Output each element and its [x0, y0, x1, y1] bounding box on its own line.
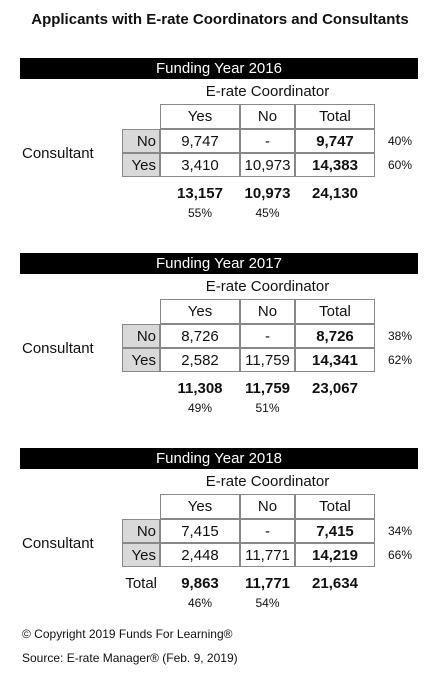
total-cell: 11,771 — [244, 574, 291, 592]
column-header: Yes — [160, 494, 240, 519]
cell: 11,771 — [240, 543, 295, 567]
cell: - — [240, 324, 295, 348]
cell: 8,726 — [295, 324, 375, 348]
total-share: 54% — [255, 596, 280, 610]
row-label: Yes — [122, 153, 160, 177]
row-label: No — [122, 519, 160, 543]
column-header: Total — [295, 494, 375, 519]
column-header: Yes — [160, 299, 240, 324]
share: 66% — [387, 548, 413, 562]
cell: 14,383 — [295, 153, 375, 177]
total-share: 46% — [187, 596, 213, 610]
heading: Funding Year 2017 — [20, 253, 418, 274]
total-share: 51% — [255, 401, 280, 415]
cell: 9,747 — [160, 129, 240, 153]
totals-label: Total — [125, 574, 157, 592]
cell: - — [240, 129, 295, 153]
total-share: 55% — [187, 206, 213, 220]
total-cell: 13,157 — [177, 184, 223, 202]
total-cell: 10,973 — [244, 184, 291, 202]
cell: 14,219 — [295, 543, 375, 567]
cell: 10,973 — [240, 153, 295, 177]
source: Source: E-rate Manager® (Feb. 9, 2019) — [22, 651, 238, 665]
total-share: 49% — [187, 401, 213, 415]
cell: - — [240, 519, 295, 543]
cell: 8,726 — [160, 324, 240, 348]
heading: Funding Year 2016 — [20, 58, 418, 79]
row-group: Consultant — [22, 339, 94, 357]
cell: 3,410 — [160, 153, 240, 177]
column-header: No — [240, 104, 295, 129]
column-header: Total — [295, 104, 375, 129]
column-header: Yes — [160, 104, 240, 129]
column-group: E-rate Coordinator — [205, 473, 330, 490]
total-share: 45% — [255, 206, 280, 220]
total-cell: 11,759 — [244, 379, 291, 397]
total-cell: 24,130 — [312, 184, 358, 202]
column-header: No — [240, 494, 295, 519]
share: 34% — [387, 524, 413, 538]
column-header: Total — [295, 299, 375, 324]
copyright: © Copyright 2019 Funds For Learning® — [22, 627, 233, 641]
share: 38% — [387, 329, 413, 343]
cell: 2,448 — [160, 543, 240, 567]
row-label: Yes — [122, 348, 160, 372]
share: 40% — [387, 134, 413, 148]
cell: 2,582 — [160, 348, 240, 372]
row-group: Consultant — [22, 534, 94, 552]
title: Applicants with E-rate Coordinators and … — [31, 10, 409, 28]
cell: 14,341 — [295, 348, 375, 372]
total-cell: 9,863 — [181, 574, 219, 592]
cell: 7,415 — [160, 519, 240, 543]
column-group: E-rate Coordinator — [205, 278, 330, 295]
row-group: Consultant — [22, 144, 94, 162]
total-cell: 11,308 — [177, 379, 223, 397]
share: 60% — [387, 158, 413, 172]
cell: 7,415 — [295, 519, 375, 543]
row-label: No — [122, 324, 160, 348]
column-header: No — [240, 299, 295, 324]
row-label: Yes — [122, 543, 160, 567]
row-label: No — [122, 129, 160, 153]
column-group: E-rate Coordinator — [205, 83, 330, 100]
share: 62% — [387, 353, 413, 367]
total-cell: 21,634 — [312, 574, 358, 592]
heading: Funding Year 2018 — [20, 448, 418, 469]
cell: 11,759 — [240, 348, 295, 372]
cell: 9,747 — [295, 129, 375, 153]
total-cell: 23,067 — [312, 379, 358, 397]
